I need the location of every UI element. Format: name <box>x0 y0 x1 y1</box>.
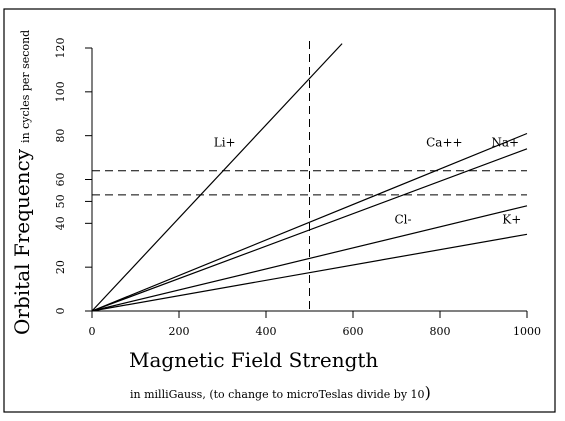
y-tick-label: 80 <box>54 129 67 143</box>
axes: 0 200 400 600 800 1000 0 20 40 50 60 80 100 120 <box>54 38 541 339</box>
x-tick-label: 0 <box>89 325 96 338</box>
x-axis-note: in milliGauss, (to change to microTeslas… <box>130 383 431 402</box>
x-tick-label: 400 <box>256 325 277 338</box>
x-tick-label: 200 <box>169 325 190 338</box>
series-line-naplus <box>91 148 528 312</box>
y-tick-label: 20 <box>54 260 67 274</box>
series-labels: Li+ Ca++ Na+ Cl- K+ <box>214 136 522 227</box>
x-axis-title: Magnetic Field Strength <box>129 348 378 372</box>
x-tick-label: 600 <box>343 325 364 338</box>
y-tick-label: 40 <box>54 216 67 230</box>
y-tick-label: 0 <box>54 308 67 315</box>
series-label-liplus: Li+ <box>214 136 236 150</box>
y-tick-label: 100 <box>54 81 67 102</box>
chart-frame <box>3 8 556 413</box>
x-axis-note-text: in milliGauss, (to change to microTeslas… <box>130 388 425 401</box>
series-line-clminus <box>91 205 528 312</box>
series-lines <box>91 43 528 312</box>
series-line-kplus <box>91 233 528 312</box>
y-tick-label: 120 <box>54 38 67 59</box>
series-label-naplus: Na+ <box>491 136 519 150</box>
axis-titles: Magnetic Field Strength in milliGauss, (… <box>10 30 431 402</box>
y-tick-label: 50 <box>54 194 67 208</box>
x-tick-label: 1000 <box>513 325 541 338</box>
x-tick-label: 800 <box>430 325 451 338</box>
y-axis-title-main: Orbital Frequency <box>10 148 34 335</box>
series-line-caplusplus <box>91 132 528 312</box>
y-axis-title: Orbital Frequency in cycles per second <box>10 30 34 335</box>
y-tick-label: 60 <box>54 173 67 187</box>
x-axis-note-paren: ) <box>425 383 431 402</box>
y-axis-title-note: in cycles per second <box>19 30 32 143</box>
series-label-caplusplus: Ca++ <box>426 136 462 150</box>
reference-lines <box>92 41 527 311</box>
series-line-liplus <box>91 43 343 312</box>
series-label-clminus: Cl- <box>394 212 411 226</box>
series-label-kplus: K+ <box>502 212 521 226</box>
